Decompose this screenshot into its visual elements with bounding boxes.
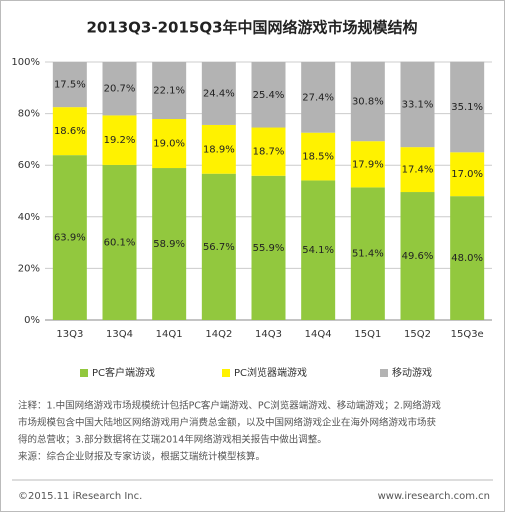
bar-segment bbox=[102, 164, 137, 320]
value-label: 18.5% bbox=[302, 152, 334, 163]
value-label: 49.6% bbox=[402, 251, 434, 262]
value-label: 19.2% bbox=[104, 135, 136, 146]
value-label: 24.4% bbox=[203, 88, 235, 99]
bar-segment bbox=[102, 115, 137, 165]
x-tick-label: 14Q4 bbox=[305, 329, 332, 340]
bar-segment bbox=[102, 62, 137, 116]
legend-label: PC浏览器端游戏 bbox=[234, 366, 307, 379]
value-label: 17.4% bbox=[402, 165, 434, 176]
x-tick-label: 15Q3e bbox=[451, 329, 484, 340]
x-tick-label: 14Q3 bbox=[255, 329, 282, 340]
bar-segment bbox=[52, 155, 87, 320]
bar-segment bbox=[251, 62, 286, 128]
bar-segment bbox=[350, 187, 385, 320]
value-label: 56.7% bbox=[203, 242, 235, 253]
legend-swatch bbox=[380, 369, 388, 377]
x-tick-label: 15Q2 bbox=[404, 329, 431, 340]
x-tick-label: 13Q4 bbox=[106, 329, 133, 340]
x-tick-label: 13Q3 bbox=[56, 329, 83, 340]
bar-segment bbox=[400, 192, 435, 320]
value-label: 63.9% bbox=[54, 233, 86, 244]
note: 市场规模包含中国大陆地区网络游戏用户消费总金额，以及中国网络游戏企业在海外网络游… bbox=[18, 417, 437, 429]
y-tick-label: 60% bbox=[18, 160, 40, 171]
legend-label: PC客户端游戏 bbox=[92, 366, 155, 379]
bar-segment bbox=[152, 168, 187, 320]
value-label: 30.8% bbox=[352, 96, 384, 107]
legend-label: 移动游戏 bbox=[392, 366, 432, 379]
value-label: 51.4% bbox=[352, 249, 384, 260]
bar-segment bbox=[201, 173, 236, 320]
value-label: 33.1% bbox=[402, 99, 434, 110]
x-tick-label: 15Q1 bbox=[354, 329, 381, 340]
value-label: 35.1% bbox=[451, 102, 483, 113]
value-label: 18.9% bbox=[203, 144, 235, 155]
legend-swatch bbox=[80, 369, 88, 377]
note: 来源：综合企业财报及专家访谈，根据艾瑞统计模型核算。 bbox=[18, 451, 265, 463]
value-label: 55.9% bbox=[253, 243, 285, 254]
y-tick-label: 100% bbox=[11, 57, 40, 68]
bar-segment bbox=[201, 124, 236, 174]
value-label: 25.4% bbox=[253, 90, 285, 101]
bar-segment bbox=[52, 62, 87, 108]
bar-segment bbox=[152, 62, 187, 120]
value-label: 48.0% bbox=[451, 253, 483, 264]
y-tick-label: 0% bbox=[24, 315, 40, 326]
value-label: 17.5% bbox=[54, 80, 86, 91]
legend-swatch bbox=[222, 369, 230, 377]
value-label: 54.1% bbox=[302, 245, 334, 256]
bar-segment bbox=[52, 107, 87, 156]
value-label: 17.0% bbox=[451, 169, 483, 180]
footer-right: www.iresearch.com.cn bbox=[378, 491, 490, 502]
value-label: 19.0% bbox=[153, 139, 185, 150]
note: 得的总营收；3.部分数据将在艾瑞2014年网络游戏相关报告中做出调整。 bbox=[18, 434, 327, 446]
value-label: 18.6% bbox=[54, 126, 86, 137]
value-label: 58.9% bbox=[153, 239, 185, 250]
value-label: 27.4% bbox=[302, 92, 334, 103]
bar-segment bbox=[251, 127, 286, 176]
note: 注释：1.中国网络游戏市场规模统计包括PC客户端游戏、PC浏览器端游戏、移动端游… bbox=[18, 400, 441, 412]
bar-segment bbox=[450, 152, 485, 197]
value-label: 20.7% bbox=[104, 84, 136, 95]
bar-segment bbox=[301, 180, 336, 320]
chart-title: 2013Q3-2015Q3年中国网络游戏市场规模结构 bbox=[86, 19, 417, 37]
y-tick-label: 20% bbox=[18, 263, 40, 274]
bar-segment bbox=[350, 141, 385, 188]
value-label: 17.9% bbox=[352, 159, 384, 170]
x-tick-label: 14Q1 bbox=[156, 329, 183, 340]
value-label: 60.1% bbox=[104, 237, 136, 248]
bar-segment bbox=[301, 132, 336, 181]
footer-left: ©2015.11 iResearch Inc. bbox=[18, 491, 142, 502]
bar-segment bbox=[201, 62, 236, 125]
bar-segment bbox=[400, 61, 435, 148]
value-label: 22.1% bbox=[153, 86, 185, 97]
x-tick-label: 14Q2 bbox=[205, 329, 232, 340]
bar-segment bbox=[301, 62, 336, 133]
bar-segment bbox=[251, 175, 286, 320]
y-tick-label: 40% bbox=[18, 212, 40, 223]
y-tick-label: 80% bbox=[18, 109, 40, 120]
bar-segment bbox=[350, 61, 385, 142]
value-label: 18.7% bbox=[253, 147, 285, 158]
bar-segment bbox=[400, 147, 435, 193]
bar-segment bbox=[450, 196, 485, 320]
bar-segment bbox=[450, 61, 485, 153]
bar-segment bbox=[152, 119, 187, 169]
